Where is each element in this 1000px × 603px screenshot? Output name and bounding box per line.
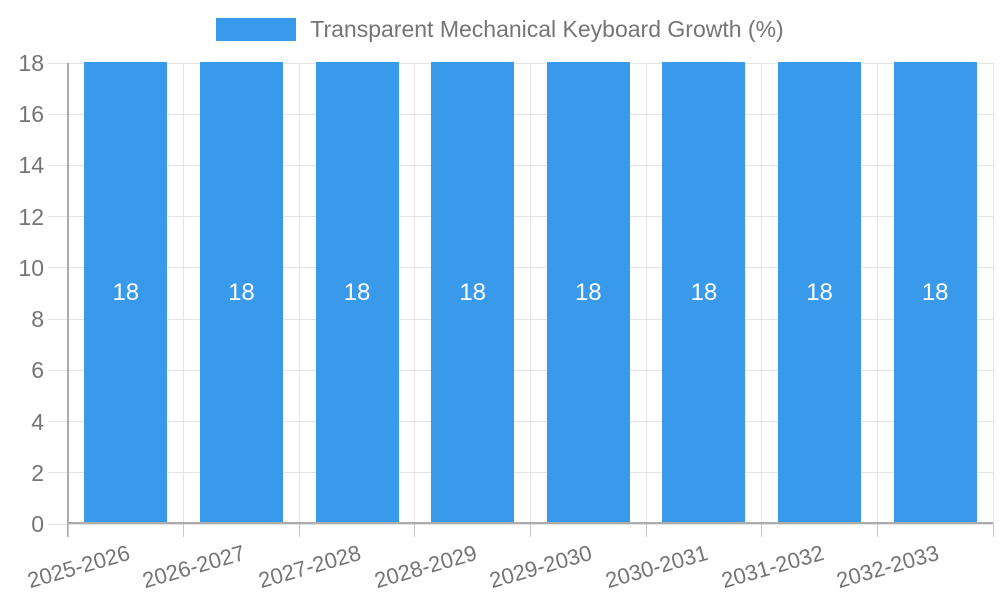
y-tick-label: 10 xyxy=(18,254,44,281)
bar[interactable]: 18 xyxy=(431,62,515,523)
y-tick-label: 12 xyxy=(18,203,44,230)
x-axis-tick xyxy=(414,524,416,537)
bar-value-label: 18 xyxy=(690,278,718,306)
legend-label: Transparent Mechanical Keyboard Growth (… xyxy=(310,16,784,42)
y-tick-label: 18 xyxy=(18,50,44,76)
y-tick-label: 14 xyxy=(18,152,44,179)
gridline-horizontal xyxy=(48,62,993,64)
bar[interactable]: 18 xyxy=(84,62,168,523)
y-axis-line xyxy=(67,63,69,537)
bar-value-label: 18 xyxy=(574,278,602,306)
x-axis-tick xyxy=(67,524,69,537)
plot-area: 0 2 4 6 8 10 12 14 16 18 18 18 18 18 18 18 18 18 2025-2026… xyxy=(18,50,994,593)
gridline-vertical xyxy=(183,63,185,524)
bar[interactable]: 18 xyxy=(893,62,977,523)
gridline-vertical xyxy=(645,63,647,524)
gridline-vertical xyxy=(414,63,416,524)
y-tick-label: 0 xyxy=(31,511,44,537)
gridline-horizontal xyxy=(48,164,993,166)
bar[interactable]: 18 xyxy=(662,62,746,523)
x-axis-tick xyxy=(761,524,763,537)
x-axis-tick xyxy=(183,524,185,537)
bar[interactable]: 18 xyxy=(546,62,630,523)
legend-swatch xyxy=(216,18,297,41)
bar[interactable]: 18 xyxy=(199,62,283,523)
gridline-horizontal xyxy=(48,523,993,525)
x-axis-tick xyxy=(876,524,878,537)
bar-value-label: 18 xyxy=(806,278,833,306)
gridline-horizontal xyxy=(48,472,993,474)
y-tick-label: 16 xyxy=(18,101,44,128)
gridline-horizontal xyxy=(48,369,993,371)
gridline-horizontal xyxy=(48,318,993,320)
bar[interactable]: 18 xyxy=(778,62,862,523)
gridline-vertical xyxy=(530,63,531,524)
y-tick-label: 8 xyxy=(31,306,44,333)
x-axis-tick xyxy=(645,524,647,537)
gridline-vertical xyxy=(992,63,994,524)
bar-value-label: 18 xyxy=(459,278,487,306)
bar[interactable]: 18 xyxy=(315,62,399,523)
y-tick-label: 6 xyxy=(31,357,44,384)
y-tick-label: 4 xyxy=(31,408,44,435)
y-tick-label: 2 xyxy=(31,459,44,486)
x-axis-tick xyxy=(530,524,531,537)
x-axis-tick xyxy=(298,524,300,537)
bar-value-label: 18 xyxy=(343,278,371,306)
x-axis-line xyxy=(68,522,993,524)
x-axis-tick xyxy=(992,524,994,537)
gridline-vertical xyxy=(876,63,878,524)
gridline-horizontal xyxy=(48,216,993,218)
bar-value-label: 18 xyxy=(112,278,140,306)
bar-value-label: 18 xyxy=(921,278,949,306)
gridline-vertical xyxy=(761,63,763,524)
legend[interactable]: Transparent Mechanical Keyboard Growth (… xyxy=(0,16,1000,43)
gridline-horizontal xyxy=(48,421,993,423)
gridline-vertical xyxy=(298,63,300,524)
gridline-horizontal xyxy=(48,267,993,269)
gridline-horizontal xyxy=(48,113,993,115)
bar-value-label: 18 xyxy=(228,278,255,306)
